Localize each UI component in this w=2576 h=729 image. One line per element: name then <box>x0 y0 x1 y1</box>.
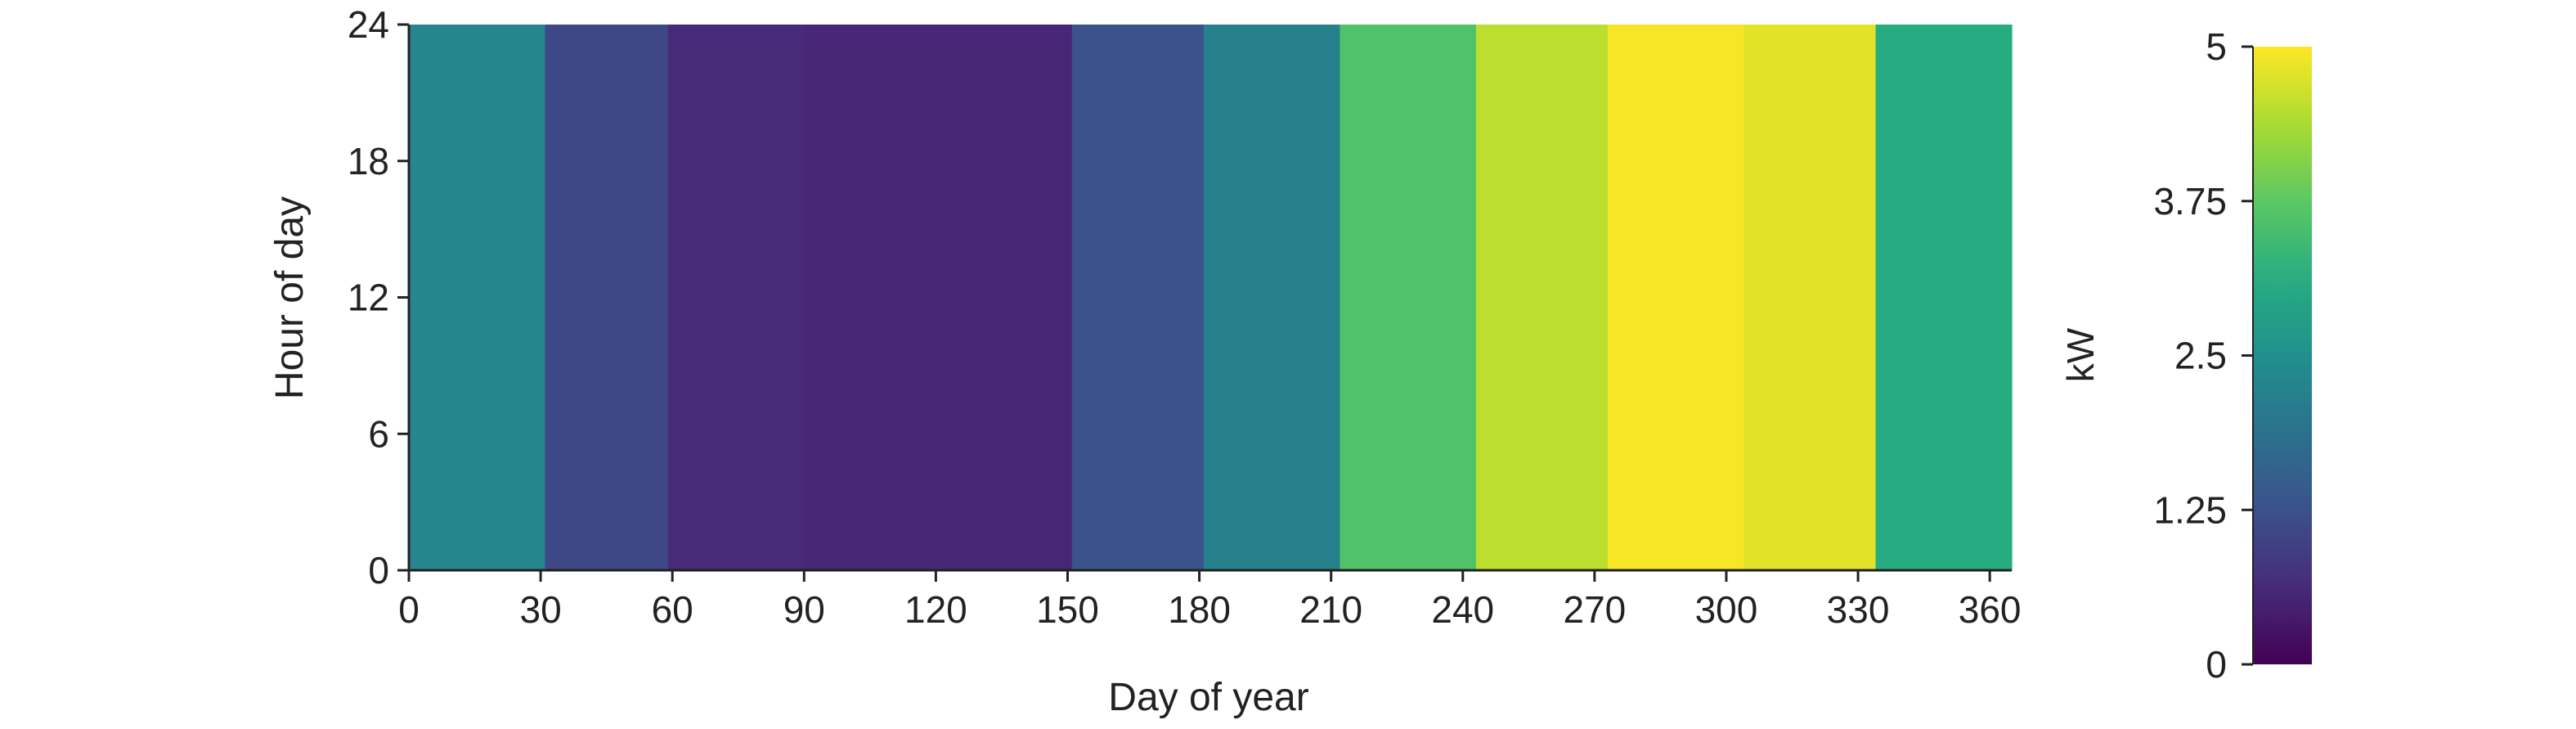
x-tick-label: 150 <box>1036 588 1099 631</box>
heatmap-cell-1 <box>545 25 669 570</box>
heatmap-cells <box>409 25 2013 570</box>
y-tick-label: 6 <box>368 412 389 455</box>
heatmap-cell-6 <box>1203 25 1341 570</box>
x-tick-label: 210 <box>1299 588 1362 631</box>
x-tick-label: 30 <box>520 588 562 631</box>
x-tick-label: 300 <box>1695 588 1758 631</box>
colorbar-tick-label: 5 <box>2206 25 2227 68</box>
colorbar-tick-label: 1.25 <box>2153 488 2227 531</box>
heatmap-cell-4 <box>936 25 1073 570</box>
heatmap-cell-11 <box>1875 25 2013 570</box>
colorbar-label: kW <box>2059 327 2102 382</box>
heatmap-cell-3 <box>804 25 936 570</box>
heatmap-cell-7 <box>1340 25 1477 570</box>
y-tick-label: 18 <box>348 140 389 182</box>
heatmap-cell-2 <box>667 25 805 570</box>
x-tick-label: 180 <box>1168 588 1231 631</box>
x-tick-label: 120 <box>904 588 967 631</box>
heatmap-cell-0 <box>409 25 546 570</box>
x-axis-label: Day of year <box>1108 676 1308 719</box>
colorbar <box>2253 47 2312 664</box>
axes: 0 30 60 90 120 150 180 210 240 270 300 330 360 0 6 12 18… <box>348 3 2022 631</box>
colorbar-axis: 0 1.25 2.5 3.75 5 <box>2153 25 2254 686</box>
heatmap-cell-10 <box>1744 25 1877 570</box>
x-tick-label: 240 <box>1431 588 1494 631</box>
colorbar-tick-label: 3.75 <box>2153 180 2227 223</box>
colorbar-tick-label: 2.5 <box>2174 335 2227 377</box>
y-tick-label: 12 <box>348 277 389 319</box>
x-tick-label: 360 <box>1959 588 2022 631</box>
x-tick-label: 330 <box>1827 588 1890 631</box>
x-tick-label: 90 <box>783 588 825 631</box>
x-tick-label: 60 <box>652 588 693 631</box>
x-tick-label: 0 <box>398 588 420 631</box>
colorbar-tick-label: 0 <box>2206 643 2227 686</box>
y-tick-label: 24 <box>348 3 389 46</box>
y-tick-label: 0 <box>368 549 389 592</box>
y-axis-label: Hour of day <box>268 196 312 399</box>
heatmap-cell-9 <box>1607 25 1745 570</box>
x-tick-label: 270 <box>1563 588 1626 631</box>
heatmap-cell-8 <box>1475 25 1609 570</box>
heatmap-cell-5 <box>1071 25 1205 570</box>
